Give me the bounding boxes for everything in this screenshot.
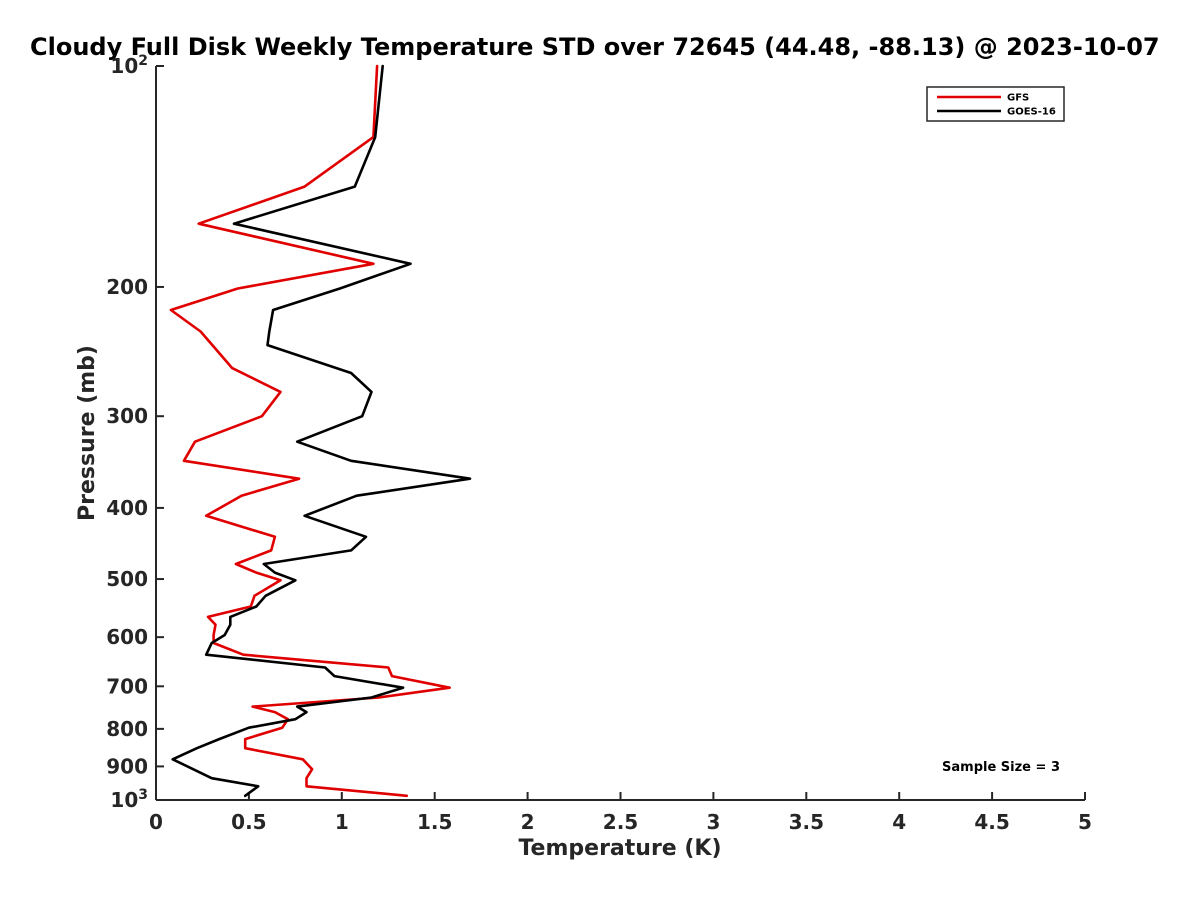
x-tick-label: 3.5 — [789, 810, 824, 834]
y-tick-label: 800 — [106, 717, 148, 741]
x-tick-label: 1.5 — [417, 810, 452, 834]
y-tick-label: 300 — [106, 404, 148, 428]
x-tick-label: 0.5 — [231, 810, 266, 834]
x-axis-label: Temperature (K) — [518, 836, 721, 861]
legend: GFS GOES-16 — [926, 86, 1065, 122]
x-tick-label: 4 — [892, 810, 906, 834]
plot-area: 0 0.5 1 1.5 2 2.5 3 3.5 4 4.5 5 200 300 400 500 600 700 8… — [106, 53, 1092, 834]
y-axis-label: Pressure (mb) — [75, 345, 100, 521]
x-tick-label: 1 — [335, 810, 349, 834]
series-line-gfs — [169, 64, 451, 798]
chart-title: Cloudy Full Disk Weekly Temperature STD … — [30, 33, 1160, 61]
y-tick-label: 400 — [106, 496, 148, 520]
x-tick-label: 2 — [521, 810, 535, 834]
y-tick-label: 103 — [110, 787, 148, 812]
y-tick-label: 900 — [106, 754, 148, 778]
x-tick-label: 4.5 — [974, 810, 1009, 834]
x-tick-label: 2.5 — [603, 810, 638, 834]
series-line-goes-16 — [171, 64, 472, 798]
sample-size-annotation: Sample Size = 3 — [942, 760, 1060, 775]
x-tick-label: 3 — [706, 810, 720, 834]
y-tick-label: 102 — [110, 53, 148, 78]
y-tick-label: 200 — [106, 275, 148, 299]
y-tick-label: 500 — [106, 567, 148, 591]
x-tick-label: 5 — [1078, 810, 1092, 834]
y-tick-label: 700 — [106, 674, 148, 698]
legend-entry-label: GFS — [1007, 93, 1029, 104]
x-tick-label: 0 — [149, 810, 163, 834]
legend-entry-label: GOES-16 — [1007, 107, 1056, 118]
legend-box — [926, 86, 1065, 122]
y-tick-label: 600 — [106, 625, 148, 649]
